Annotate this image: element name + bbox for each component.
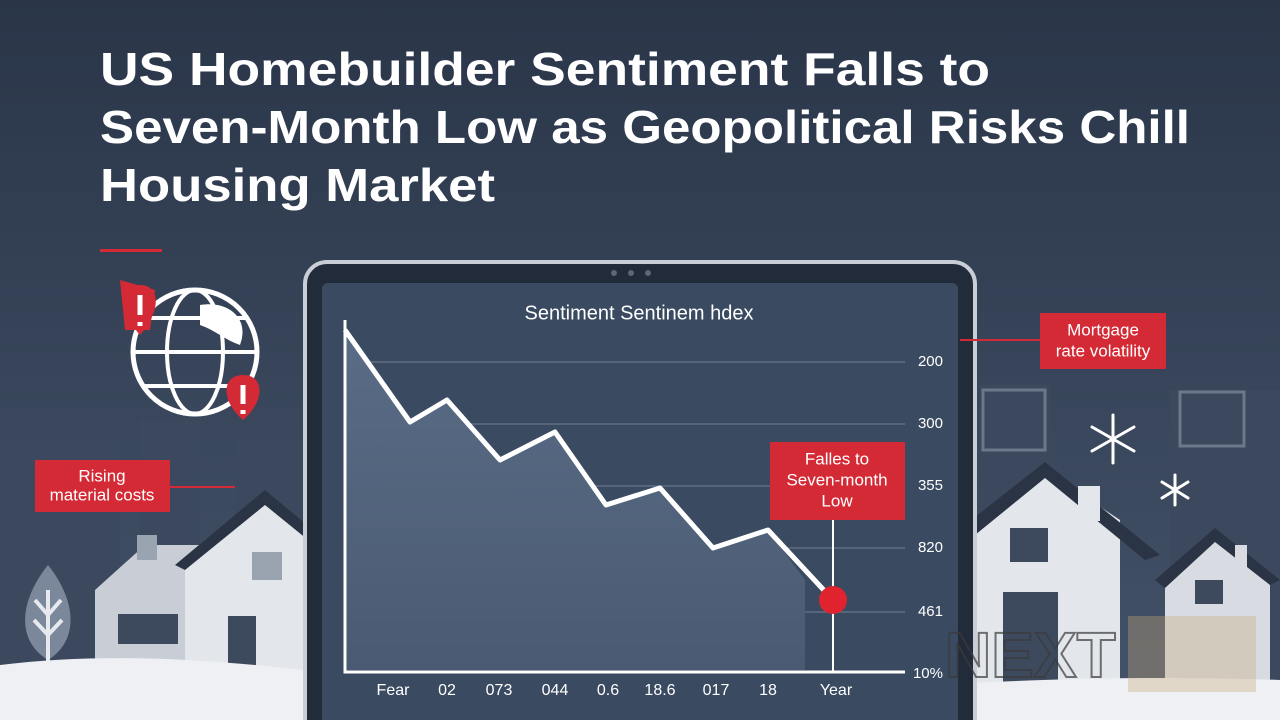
headline: US Homebuilder Sentiment Falls to Seven-… <box>100 43 1190 211</box>
x-label: 044 <box>542 682 569 699</box>
callout-line: Falles to <box>805 449 869 468</box>
callout-line: Rising <box>78 466 125 485</box>
y-label: 200 <box>918 353 943 370</box>
x-label: 073 <box>486 682 513 699</box>
y-label: 300 <box>918 415 943 432</box>
x-label: Fear <box>377 682 411 699</box>
y-labels: 200 300 355 820 461 10% <box>913 353 943 682</box>
camera <box>611 270 651 276</box>
x-label: Year <box>820 682 853 699</box>
logo: NEXT <box>945 619 1116 691</box>
x-label: 02 <box>438 682 456 699</box>
y-label: 820 <box>918 539 943 556</box>
callout-box <box>770 442 905 520</box>
tree <box>25 565 71 665</box>
headline-line: Seven-Month Low as Geopolitical Risks Ch… <box>100 101 1190 153</box>
x-label: 017 <box>703 682 730 699</box>
x-label: 18.6 <box>644 682 675 699</box>
building-window <box>1178 390 1246 448</box>
x-label: 18 <box>759 682 777 699</box>
logo-badge <box>1128 616 1256 692</box>
y-label: 355 <box>918 477 943 494</box>
snowflake <box>1090 413 1190 507</box>
callout-line: Seven-month <box>786 470 887 489</box>
chart-title: Sentiment Sentinem hdex <box>524 302 753 324</box>
headline-line: Housing Market <box>100 159 495 211</box>
headline-line: US Homebuilder Sentiment Falls to <box>100 43 990 95</box>
x-labels: Fear 02 073 044 0.6 18.6 017 18 Year <box>377 682 853 699</box>
callout-line: Mortgage <box>1067 320 1139 339</box>
x-label: 0.6 <box>597 682 619 699</box>
callout-box <box>1040 313 1166 369</box>
callout-line: material costs <box>50 485 155 504</box>
callout-text: Mortgage rate volatility Rising material… <box>50 320 1151 510</box>
y-label: 10% <box>913 665 943 682</box>
building-window <box>981 388 1047 452</box>
sentiment-line <box>342 328 835 602</box>
callout-line: Low <box>821 491 853 510</box>
house-right <box>965 462 1280 690</box>
accent-rule <box>100 249 162 252</box>
y-label: 461 <box>918 603 943 620</box>
globe-icon <box>120 280 260 420</box>
callout-line: rate volatility <box>1056 341 1151 360</box>
low-marker <box>819 586 847 614</box>
callout-box <box>35 460 170 512</box>
axes <box>343 320 905 674</box>
